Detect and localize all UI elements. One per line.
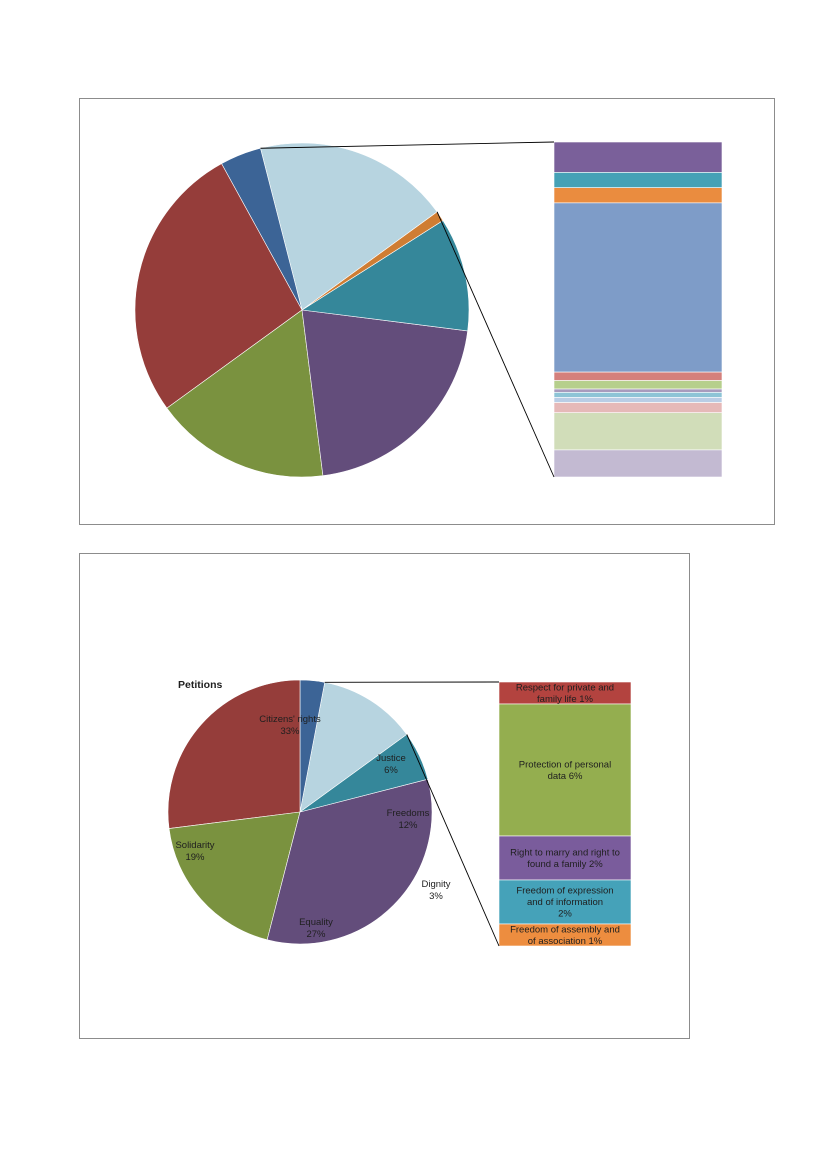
bar-segment-3 <box>553 187 723 204</box>
pie-slice-3 <box>134 163 303 409</box>
slice-label-equality: Equality 27% <box>299 917 333 940</box>
bar-segment-4 <box>553 202 723 373</box>
bar-label-freedom-of-expression-and-of-information: Freedom of expression and of information 2… <box>516 886 613 920</box>
slice-label-solidarity: Solidarity 19% <box>175 840 214 863</box>
bar-label-right-to-marry-and-right-to-found-a-family: Right to marry and right to found a famil… <box>510 847 620 870</box>
bar-label-protection-of-personal-data: Protection of personal data 6% <box>519 759 611 782</box>
connector-line-bottom <box>406 734 500 947</box>
slice-label-justice: Justice 6% <box>376 753 406 776</box>
pie-slice-citizens-rights <box>266 778 433 945</box>
bar-segment-5 <box>553 371 723 381</box>
bar-segment-freedom-of-assembly-and-of-association <box>498 923 632 947</box>
bar-segment-right-to-marry-and-right-to-found-a-family <box>498 835 632 881</box>
bar-label-freedom-of-assembly-and-of-association: Freedom of assembly and of association 1% <box>510 924 620 947</box>
bar-segment-11 <box>553 412 723 451</box>
pie-slice-1 <box>260 142 438 311</box>
bar-segment-8 <box>553 392 723 398</box>
chart-1-svg <box>134 141 723 478</box>
connector-line-top <box>260 141 555 149</box>
pie-slice-equality <box>167 679 301 829</box>
slice-label-dignity: Dignity 3% <box>421 879 450 902</box>
chart-1 <box>79 98 775 525</box>
slice-label-citizens-rights: Citizens' rights 33% <box>259 714 321 737</box>
bar-segment-protection-of-personal-data <box>498 703 632 837</box>
bar-segment-10 <box>553 402 723 414</box>
chart-2-svg: Petitions Freedoms 12% Dignity 3% Equality 27… <box>167 679 632 947</box>
bar-segment-freedom-of-expression-and-of-information <box>498 879 632 925</box>
slice-label-freedoms: Freedoms 12% <box>387 808 430 831</box>
bar-segment-6 <box>553 380 723 390</box>
bar-label-respect-for-private-and-family-life: Respect for private and family life 1% <box>516 682 614 705</box>
bar-segment-1 <box>553 141 723 173</box>
bar-segment-9 <box>553 397 723 403</box>
pie-slice-solidarity <box>168 811 301 941</box>
pie-slice-4 <box>166 309 324 478</box>
connector-line-bottom <box>436 211 555 478</box>
bar-segment-12 <box>553 449 723 478</box>
pie-slice-6 <box>301 220 470 332</box>
pie-slice-5 <box>301 309 469 477</box>
chart-2-title: Petitions <box>178 679 222 691</box>
chart-2: Petitions Freedoms 12% Dignity 3% Equality 27… <box>79 553 690 1039</box>
bar-segment-2 <box>553 172 723 188</box>
pie-slice-freedoms <box>299 681 408 813</box>
bar-segment-7 <box>553 388 723 393</box>
